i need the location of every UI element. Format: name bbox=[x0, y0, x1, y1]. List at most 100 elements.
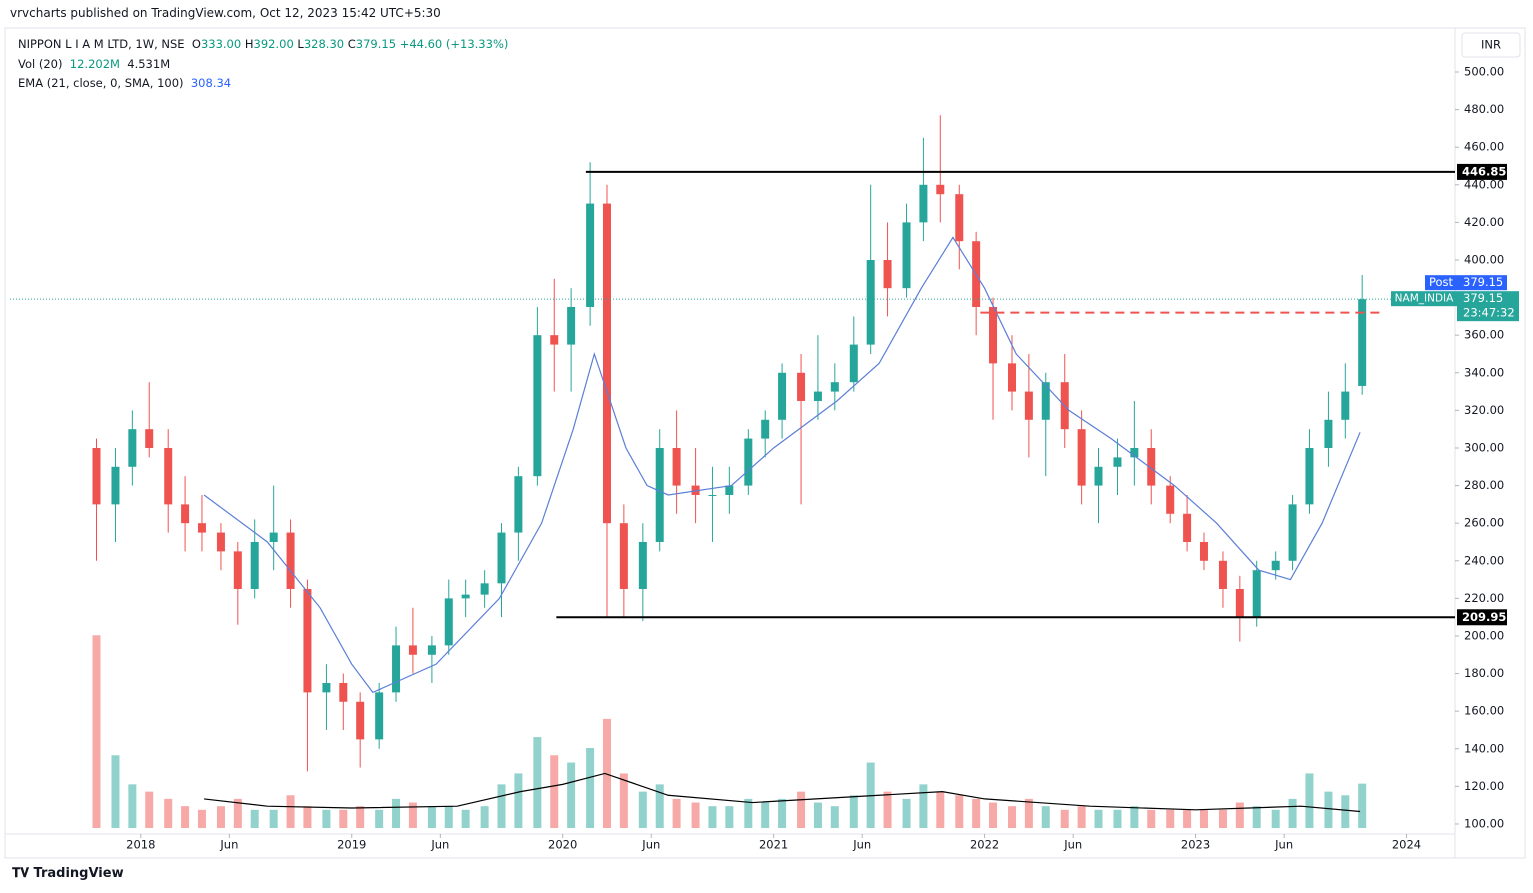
volume-bar bbox=[303, 806, 312, 828]
candle-body bbox=[233, 551, 242, 589]
x-tick-label: Jun bbox=[430, 838, 449, 852]
volume-bar bbox=[164, 798, 173, 828]
candle-body bbox=[1341, 391, 1350, 420]
ema-line bbox=[203, 236, 1361, 694]
candle-body bbox=[830, 382, 839, 392]
candle-body bbox=[269, 532, 278, 542]
volume-ma-line bbox=[204, 772, 1361, 813]
volume-bar bbox=[1305, 773, 1314, 828]
candle-body bbox=[619, 523, 628, 589]
y-tick-label: 100.00 bbox=[1464, 816, 1504, 830]
label: Vol (20) bbox=[18, 56, 63, 71]
candle-body bbox=[1358, 299, 1367, 386]
volume-bar bbox=[619, 773, 628, 828]
value: 392.00 bbox=[253, 37, 294, 51]
candle-body bbox=[216, 532, 225, 552]
countdown: 23:47:32 bbox=[1463, 306, 1515, 320]
post-price: 379.15 bbox=[1463, 275, 1503, 289]
candle-body bbox=[111, 466, 120, 505]
candle-body bbox=[989, 306, 998, 364]
volume-bar bbox=[778, 798, 787, 828]
volume-bar bbox=[1041, 806, 1050, 828]
volume-bar bbox=[813, 802, 822, 828]
volume-bar bbox=[339, 809, 348, 828]
candle-body bbox=[497, 532, 506, 584]
candle-body bbox=[250, 541, 259, 589]
volume-bar bbox=[497, 784, 506, 828]
symbol-tag bbox=[1391, 291, 1457, 307]
volume-bar bbox=[989, 802, 998, 828]
candle-body bbox=[883, 259, 892, 289]
candle-body bbox=[322, 682, 331, 693]
volume-bar bbox=[1341, 795, 1350, 828]
y-tick-label: 240.00 bbox=[1464, 553, 1504, 567]
volume-bar bbox=[725, 806, 734, 828]
candle-body bbox=[972, 241, 981, 307]
volume-bar bbox=[111, 755, 120, 828]
value: 4.531M bbox=[127, 56, 171, 71]
volume-bar bbox=[883, 791, 892, 828]
candle-body bbox=[725, 485, 734, 495]
candle-body bbox=[1324, 419, 1333, 448]
volume-bar bbox=[1060, 809, 1069, 828]
volume-bar bbox=[250, 809, 259, 828]
volume-bar bbox=[408, 802, 417, 828]
label: C bbox=[347, 37, 356, 51]
candle-body bbox=[164, 447, 173, 505]
volume-bar bbox=[197, 809, 206, 828]
symbol: NIPPON L I A M LTD, 1W, NSE bbox=[18, 37, 185, 51]
y-tick-label: 320.00 bbox=[1464, 403, 1504, 417]
candle-body bbox=[181, 504, 190, 524]
y-tick-label: 420.00 bbox=[1464, 215, 1504, 229]
candle-body bbox=[339, 682, 348, 702]
candle-body bbox=[567, 306, 576, 345]
last-price: 379.15 bbox=[1463, 291, 1503, 305]
volume-bar bbox=[1077, 806, 1086, 828]
candle-body bbox=[1218, 560, 1227, 589]
y-tick-label: 460.00 bbox=[1464, 140, 1504, 154]
x-tick-label: 2024 bbox=[1392, 838, 1421, 852]
x-tick-label: Jun bbox=[1274, 838, 1293, 852]
volume-bar bbox=[1199, 809, 1208, 828]
candle-body bbox=[778, 372, 787, 420]
candle-body bbox=[286, 532, 295, 589]
volume-bar bbox=[322, 809, 331, 828]
candle-body bbox=[691, 485, 700, 495]
volume-bar bbox=[181, 806, 190, 828]
y-tick-label: 120.00 bbox=[1464, 779, 1504, 793]
publisher-line: vrvcharts published on TradingView.com, … bbox=[10, 6, 441, 20]
volume-bar bbox=[1252, 806, 1261, 828]
y-tick-label: 300.00 bbox=[1464, 440, 1504, 454]
currency-button[interactable] bbox=[1461, 32, 1521, 58]
volume-bar bbox=[550, 755, 559, 828]
volume-bar bbox=[919, 784, 928, 828]
y-tick-label: 160.00 bbox=[1464, 704, 1504, 718]
y-tick-label: 140.00 bbox=[1464, 741, 1504, 755]
y-tick-label: 200.00 bbox=[1464, 628, 1504, 642]
post-tag bbox=[1425, 275, 1457, 291]
footer-text: TradingView bbox=[33, 866, 124, 881]
volume-bar bbox=[514, 773, 523, 828]
volume-bar bbox=[1218, 809, 1227, 828]
volume-bar bbox=[761, 802, 770, 828]
y-tick-label: 440.00 bbox=[1464, 177, 1504, 191]
y-tick-label: 220.00 bbox=[1464, 591, 1504, 605]
volume-bar bbox=[269, 809, 278, 828]
candle-body bbox=[744, 438, 753, 486]
candle-body bbox=[1041, 382, 1050, 420]
volume-bar bbox=[533, 737, 542, 828]
candle-body bbox=[586, 203, 595, 307]
candle-body bbox=[480, 583, 489, 595]
candle-body bbox=[902, 222, 911, 289]
value: 308.34 bbox=[190, 76, 232, 90]
volume-bar bbox=[92, 635, 101, 828]
y-tick-label: 180.00 bbox=[1464, 666, 1504, 680]
volume-bar bbox=[830, 806, 839, 828]
candle-body bbox=[1077, 429, 1086, 486]
volume-bar bbox=[480, 806, 489, 828]
legend-row: Vol (20) 12.202M 4.531M bbox=[18, 55, 508, 75]
volume-bar bbox=[128, 784, 137, 828]
currency[interactable]: INR bbox=[1481, 38, 1501, 52]
candle-body bbox=[866, 259, 875, 345]
